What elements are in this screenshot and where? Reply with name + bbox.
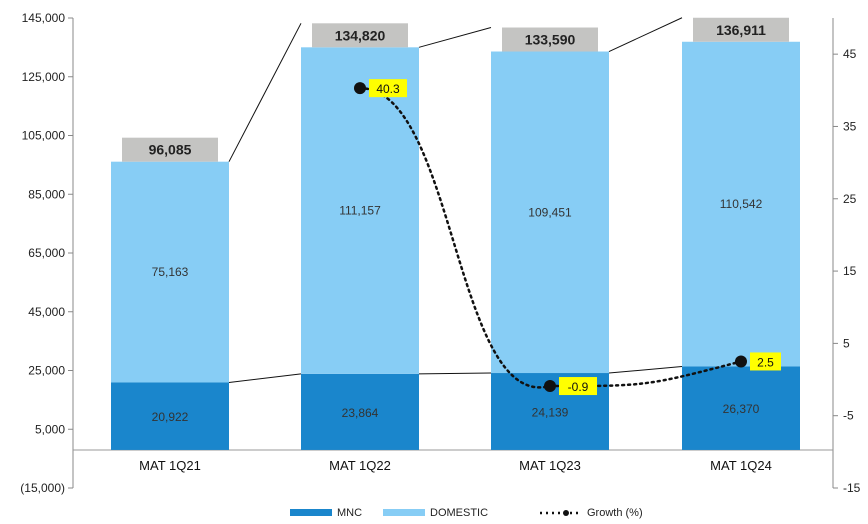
growth-label: -0.9 — [568, 380, 589, 394]
left-tick-label: 85,000 — [28, 187, 65, 201]
mnc-value-label: 26,370 — [723, 402, 760, 416]
growth-point — [354, 82, 366, 95]
bar-domestic — [682, 41, 800, 367]
left-tick-label: 5,000 — [35, 422, 65, 436]
bar-mnc — [682, 366, 800, 450]
bar-mnc — [111, 382, 229, 450]
category-label: MAT 1Q24 — [710, 458, 772, 473]
legend-swatch — [290, 509, 332, 516]
growth-line — [358, 86, 743, 389]
growth-label-bg — [559, 377, 597, 396]
bar-mnc — [301, 373, 419, 450]
left-tick-label: (15,000) — [20, 481, 65, 495]
mnc-value-label: 24,139 — [532, 405, 569, 419]
total-label: 134,820 — [335, 27, 386, 43]
total-label: 136,911 — [716, 22, 766, 38]
total-connector — [608, 17, 683, 52]
mnc-connector — [228, 373, 302, 383]
category-label: MAT 1Q21 — [139, 458, 201, 473]
legend-marker — [563, 510, 569, 516]
bars — [111, 41, 800, 450]
bar-domestic — [301, 47, 419, 374]
mnc-value-label: 20,922 — [152, 410, 189, 424]
mnc-connector — [418, 372, 492, 375]
bar-domestic — [491, 51, 609, 374]
legend-swatch — [383, 509, 425, 516]
total-label: 96,085 — [149, 142, 192, 158]
growth-label: 40.3 — [376, 82, 400, 96]
right-tick-label: 35 — [843, 119, 857, 133]
category-label: MAT 1Q22 — [329, 458, 391, 473]
data-labels: 20,922 75,163 96,085 23,864 111,157 134,820 24… — [122, 17, 789, 424]
mnc-connector — [608, 365, 683, 374]
right-tick-label: -5 — [843, 409, 854, 423]
mnc-value-label: 23,864 — [342, 406, 379, 420]
left-tick-label: 65,000 — [28, 246, 65, 260]
total-box — [502, 27, 598, 52]
domestic-value-label: 111,157 — [339, 204, 381, 218]
growth-label-bg — [369, 79, 407, 98]
legend-label: Growth (%) — [587, 507, 643, 519]
total-label: 133,590 — [525, 32, 576, 48]
legend: MNC DOMESTIC Growth (%) — [290, 507, 643, 519]
total-connector — [228, 23, 302, 162]
growth-point — [544, 380, 556, 393]
domestic-value-label: 110,542 — [720, 197, 763, 211]
left-tick-label: 25,000 — [28, 364, 65, 378]
category-label: MAT 1Q23 — [519, 458, 581, 473]
right-tick-label: 25 — [843, 192, 857, 206]
total-box — [312, 23, 408, 48]
axes: (15,000) 5,000 25,000 45,000 65,000 85,000 105… — [20, 11, 860, 495]
right-tick-label: 15 — [843, 264, 857, 278]
left-tick-label: 105,000 — [22, 129, 66, 143]
growth-label-bg — [750, 352, 781, 371]
total-box — [693, 17, 789, 42]
legend-label: DOMESTIC — [430, 507, 488, 519]
right-tick-label: 5 — [843, 336, 850, 350]
growth-label: 2.5 — [757, 355, 774, 369]
left-tick-label: 125,000 — [22, 70, 66, 84]
connectors — [228, 17, 683, 383]
total-connector — [418, 27, 492, 48]
left-tick-label: 145,000 — [22, 11, 66, 25]
left-tick-label: 45,000 — [28, 305, 65, 319]
growth-series: 40.3 -0.9 2.5 — [354, 79, 781, 396]
growth-point — [735, 355, 747, 368]
legend-label: MNC — [337, 507, 362, 519]
right-tick-label: -15 — [843, 481, 861, 495]
bar-domestic — [111, 161, 229, 383]
domestic-value-label: 109,451 — [528, 205, 572, 219]
domestic-value-label: 75,163 — [152, 265, 189, 279]
right-tick-label: 45 — [843, 47, 857, 61]
total-box — [122, 137, 218, 162]
